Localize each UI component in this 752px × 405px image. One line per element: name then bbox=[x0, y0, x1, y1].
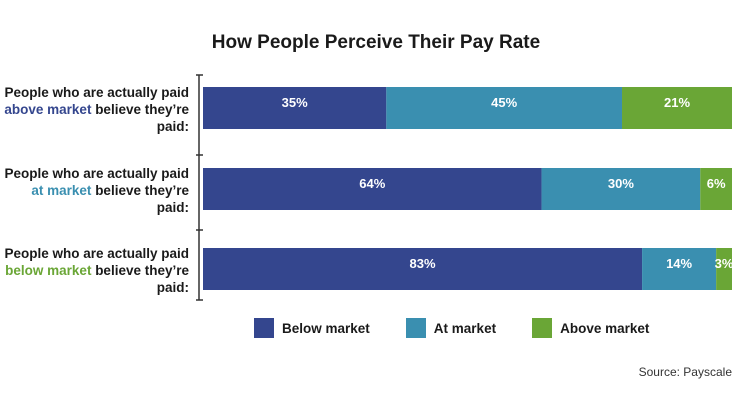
data-label: 64% bbox=[359, 176, 385, 191]
bar-segment bbox=[716, 248, 732, 290]
legend: Below market At market Above market bbox=[254, 318, 685, 338]
data-label: 35% bbox=[282, 95, 308, 110]
bar-segment bbox=[541, 168, 701, 210]
data-label: 21% bbox=[664, 95, 690, 110]
legend-item: Below market bbox=[254, 318, 370, 338]
legend-swatch bbox=[532, 318, 553, 338]
category-label: People who are actually paid at market b… bbox=[4, 165, 189, 216]
legend-label: Above market bbox=[560, 320, 650, 336]
legend-item: At market bbox=[405, 318, 497, 338]
legend-label: Below market bbox=[282, 320, 370, 336]
category-label-highlight: above market bbox=[4, 102, 92, 117]
legend-swatch bbox=[405, 318, 426, 338]
category-label: People who are actually paid below marke… bbox=[4, 245, 189, 296]
category-label-text: believe they’re paid: bbox=[91, 263, 189, 295]
data-label: 6% bbox=[707, 176, 726, 191]
bar-segment bbox=[386, 87, 623, 129]
data-label: 14% bbox=[666, 256, 692, 271]
category-label-text: People who are actually paid bbox=[4, 85, 189, 100]
data-label: 3% bbox=[715, 256, 734, 271]
chart-title: How People Perceive Their Pay Rate bbox=[211, 32, 541, 53]
data-label: 30% bbox=[608, 176, 634, 191]
legend-label: At market bbox=[433, 320, 497, 336]
data-label: 83% bbox=[410, 256, 436, 271]
category-label-highlight: below market bbox=[5, 263, 92, 278]
legend-swatch bbox=[254, 318, 274, 338]
data-label: 45% bbox=[491, 95, 517, 110]
bar-segment bbox=[622, 87, 732, 129]
legend-item: Above market bbox=[532, 318, 649, 338]
category-label-text: People who are actually paid bbox=[4, 246, 189, 261]
category-label-highlight: at market bbox=[31, 183, 92, 198]
bar-segment bbox=[642, 248, 717, 290]
bar-segment bbox=[203, 248, 643, 290]
category-label-text: believe they’re paid: bbox=[91, 183, 189, 215]
bar-segment bbox=[700, 168, 732, 210]
category-label-text: People who are actually paid bbox=[4, 166, 189, 181]
bar-segment bbox=[203, 168, 542, 210]
category-label: People who are actually paid above marke… bbox=[4, 84, 189, 135]
category-label-text: believe they’re paid: bbox=[91, 102, 189, 134]
source-note: Source: Payscale bbox=[638, 365, 732, 379]
bar-segment bbox=[203, 87, 387, 129]
